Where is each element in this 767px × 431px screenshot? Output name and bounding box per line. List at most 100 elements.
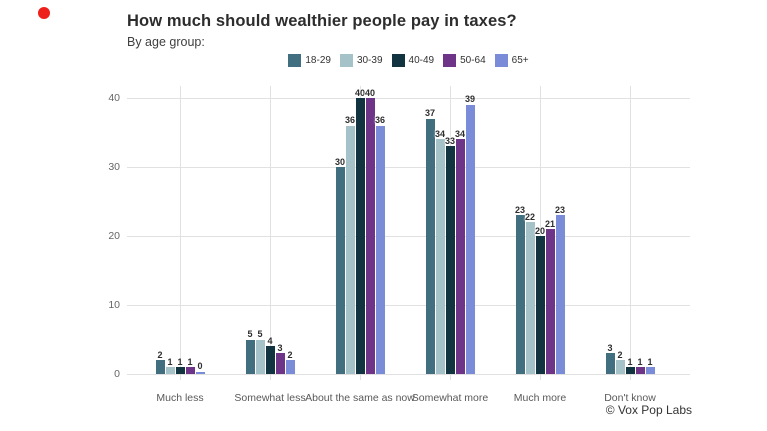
x-tick-label: Somewhat more bbox=[411, 392, 489, 404]
value-label: 34 bbox=[434, 128, 445, 139]
x-tick-label: Much more bbox=[513, 392, 567, 404]
value-label: 39 bbox=[464, 94, 475, 105]
legend-item-40-49[interactable]: 40-49 bbox=[391, 53, 435, 67]
bar-50-64-much-more[interactable] bbox=[545, 229, 555, 374]
value-label: 5 bbox=[257, 329, 263, 339]
value-label: 3 bbox=[607, 342, 613, 353]
value-label: 21 bbox=[544, 218, 555, 229]
x-tick-label: Don't know bbox=[604, 392, 656, 404]
bar-50-64-much-less[interactable] bbox=[185, 367, 195, 374]
y-tick-label: 0 bbox=[114, 368, 120, 380]
bar-30-39-much-more[interactable] bbox=[525, 222, 535, 374]
bar-65+-much-more[interactable] bbox=[555, 215, 565, 374]
bar-40-49-much-more[interactable] bbox=[535, 236, 545, 374]
bar-50-64-somewhat-more[interactable] bbox=[455, 139, 465, 374]
x-gridline bbox=[270, 86, 271, 380]
value-label: 0 bbox=[197, 361, 203, 371]
y-tick-label: 30 bbox=[108, 161, 120, 173]
value-label: 2 bbox=[157, 349, 163, 360]
legend-item-30-39[interactable]: 30-39 bbox=[339, 53, 383, 67]
bar-40-49-don-t-know[interactable] bbox=[625, 367, 635, 374]
value-label: 1 bbox=[177, 356, 183, 367]
bar-30-39-much-less[interactable] bbox=[165, 367, 175, 374]
y-gridline bbox=[127, 374, 690, 375]
bar-30-39-about-the-same-as-now[interactable] bbox=[345, 125, 355, 374]
value-label: 1 bbox=[627, 356, 633, 367]
value-label: 37 bbox=[424, 108, 435, 119]
y-gridline bbox=[127, 167, 690, 168]
bar-65+-somewhat-less[interactable] bbox=[285, 360, 295, 374]
bar-65+-much-less[interactable] bbox=[195, 371, 205, 374]
legend-label: 40-49 bbox=[408, 54, 435, 66]
credit: © Vox Pop Labs bbox=[605, 403, 692, 417]
bar-18-29-much-more[interactable] bbox=[515, 215, 525, 374]
value-label: 23 bbox=[554, 204, 565, 215]
value-label: 33 bbox=[444, 135, 455, 146]
legend-swatch bbox=[443, 53, 457, 67]
value-label: 40 bbox=[364, 87, 375, 98]
bar-18-29-about-the-same-as-now[interactable] bbox=[335, 167, 345, 374]
bar-40-49-somewhat-more[interactable] bbox=[445, 146, 455, 374]
legend-label: 65+ bbox=[511, 54, 529, 66]
value-label: 3 bbox=[277, 342, 283, 353]
chart-subtitle: By age group: bbox=[127, 35, 205, 49]
value-label: 1 bbox=[187, 356, 193, 367]
value-label: 20 bbox=[534, 225, 545, 236]
bar-18-29-don-t-know[interactable] bbox=[605, 353, 615, 374]
y-tick-label: 20 bbox=[108, 230, 120, 242]
bar-18-29-somewhat-more[interactable] bbox=[425, 118, 435, 374]
legend-label: 18-29 bbox=[305, 54, 331, 66]
value-label: 30 bbox=[334, 156, 345, 167]
x-tick-label: Somewhat less bbox=[234, 392, 306, 404]
value-label: 5 bbox=[247, 329, 253, 339]
y-tick-label: 10 bbox=[108, 299, 120, 311]
y-gridline bbox=[127, 305, 690, 306]
bar-65+-somewhat-more[interactable] bbox=[465, 104, 475, 374]
bar-50-64-somewhat-less[interactable] bbox=[275, 353, 285, 374]
x-tick-label: About the same as now bbox=[305, 392, 415, 404]
bar-30-39-somewhat-less[interactable] bbox=[255, 339, 265, 374]
bar-30-39-somewhat-more[interactable] bbox=[435, 139, 445, 374]
bar-18-29-somewhat-less[interactable] bbox=[245, 339, 255, 374]
legend-swatch bbox=[391, 53, 405, 67]
value-label: 2 bbox=[617, 349, 623, 360]
legend-item-50-64[interactable]: 50-64 bbox=[443, 53, 486, 67]
x-gridline bbox=[540, 86, 541, 380]
value-label: 40 bbox=[354, 87, 365, 98]
legend: 18-29 30-39 40-49 50-64 65+ bbox=[127, 52, 690, 68]
value-label: 36 bbox=[344, 115, 355, 126]
value-label: 1 bbox=[647, 356, 653, 367]
x-gridline bbox=[630, 86, 631, 380]
bar-40-49-about-the-same-as-now[interactable] bbox=[355, 98, 365, 374]
value-label: 22 bbox=[524, 211, 535, 222]
value-label: 34 bbox=[454, 128, 465, 139]
legend-swatch bbox=[494, 53, 508, 67]
y-gridline bbox=[127, 98, 690, 99]
y-tick-label: 40 bbox=[108, 92, 120, 104]
legend-label: 30-39 bbox=[356, 54, 383, 66]
value-label: 1 bbox=[167, 356, 173, 367]
legend-item-65-[interactable]: 65+ bbox=[494, 53, 529, 67]
bar-30-39-don-t-know[interactable] bbox=[615, 360, 625, 374]
value-label: 4 bbox=[267, 335, 273, 346]
value-label: 2 bbox=[287, 349, 293, 360]
x-gridline bbox=[180, 86, 181, 380]
value-label: 36 bbox=[374, 115, 385, 126]
bar-50-64-about-the-same-as-now[interactable] bbox=[365, 98, 375, 374]
chart-title: How much should wealthier people pay in … bbox=[127, 12, 517, 30]
bar-40-49-somewhat-less[interactable] bbox=[265, 346, 275, 374]
legend-label: 50-64 bbox=[460, 54, 486, 66]
bar-50-64-don-t-know[interactable] bbox=[635, 367, 645, 374]
red-dot-marker bbox=[38, 7, 50, 19]
x-tick-label: Much less bbox=[156, 392, 204, 404]
legend-swatch bbox=[339, 53, 353, 67]
legend-item-18-29[interactable]: 18-29 bbox=[288, 53, 331, 67]
bar-65+-about-the-same-as-now[interactable] bbox=[375, 125, 385, 374]
value-label: 1 bbox=[637, 356, 643, 367]
bar-18-29-much-less[interactable] bbox=[155, 360, 165, 374]
bar-65+-don-t-know[interactable] bbox=[645, 367, 655, 374]
legend-swatch bbox=[288, 53, 302, 67]
bar-40-49-much-less[interactable] bbox=[175, 367, 185, 374]
y-gridline bbox=[127, 236, 690, 237]
